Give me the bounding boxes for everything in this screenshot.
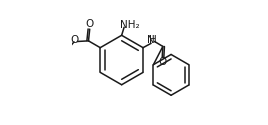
Text: O: O: [70, 36, 79, 46]
Text: N: N: [147, 35, 155, 45]
Text: O: O: [158, 57, 166, 67]
Text: H: H: [149, 35, 157, 45]
Text: O: O: [85, 19, 94, 29]
Text: NH₂: NH₂: [120, 20, 139, 30]
